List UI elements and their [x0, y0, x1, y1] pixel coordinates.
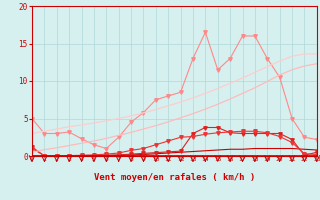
- X-axis label: Vent moyen/en rafales ( km/h ): Vent moyen/en rafales ( km/h ): [94, 174, 255, 182]
